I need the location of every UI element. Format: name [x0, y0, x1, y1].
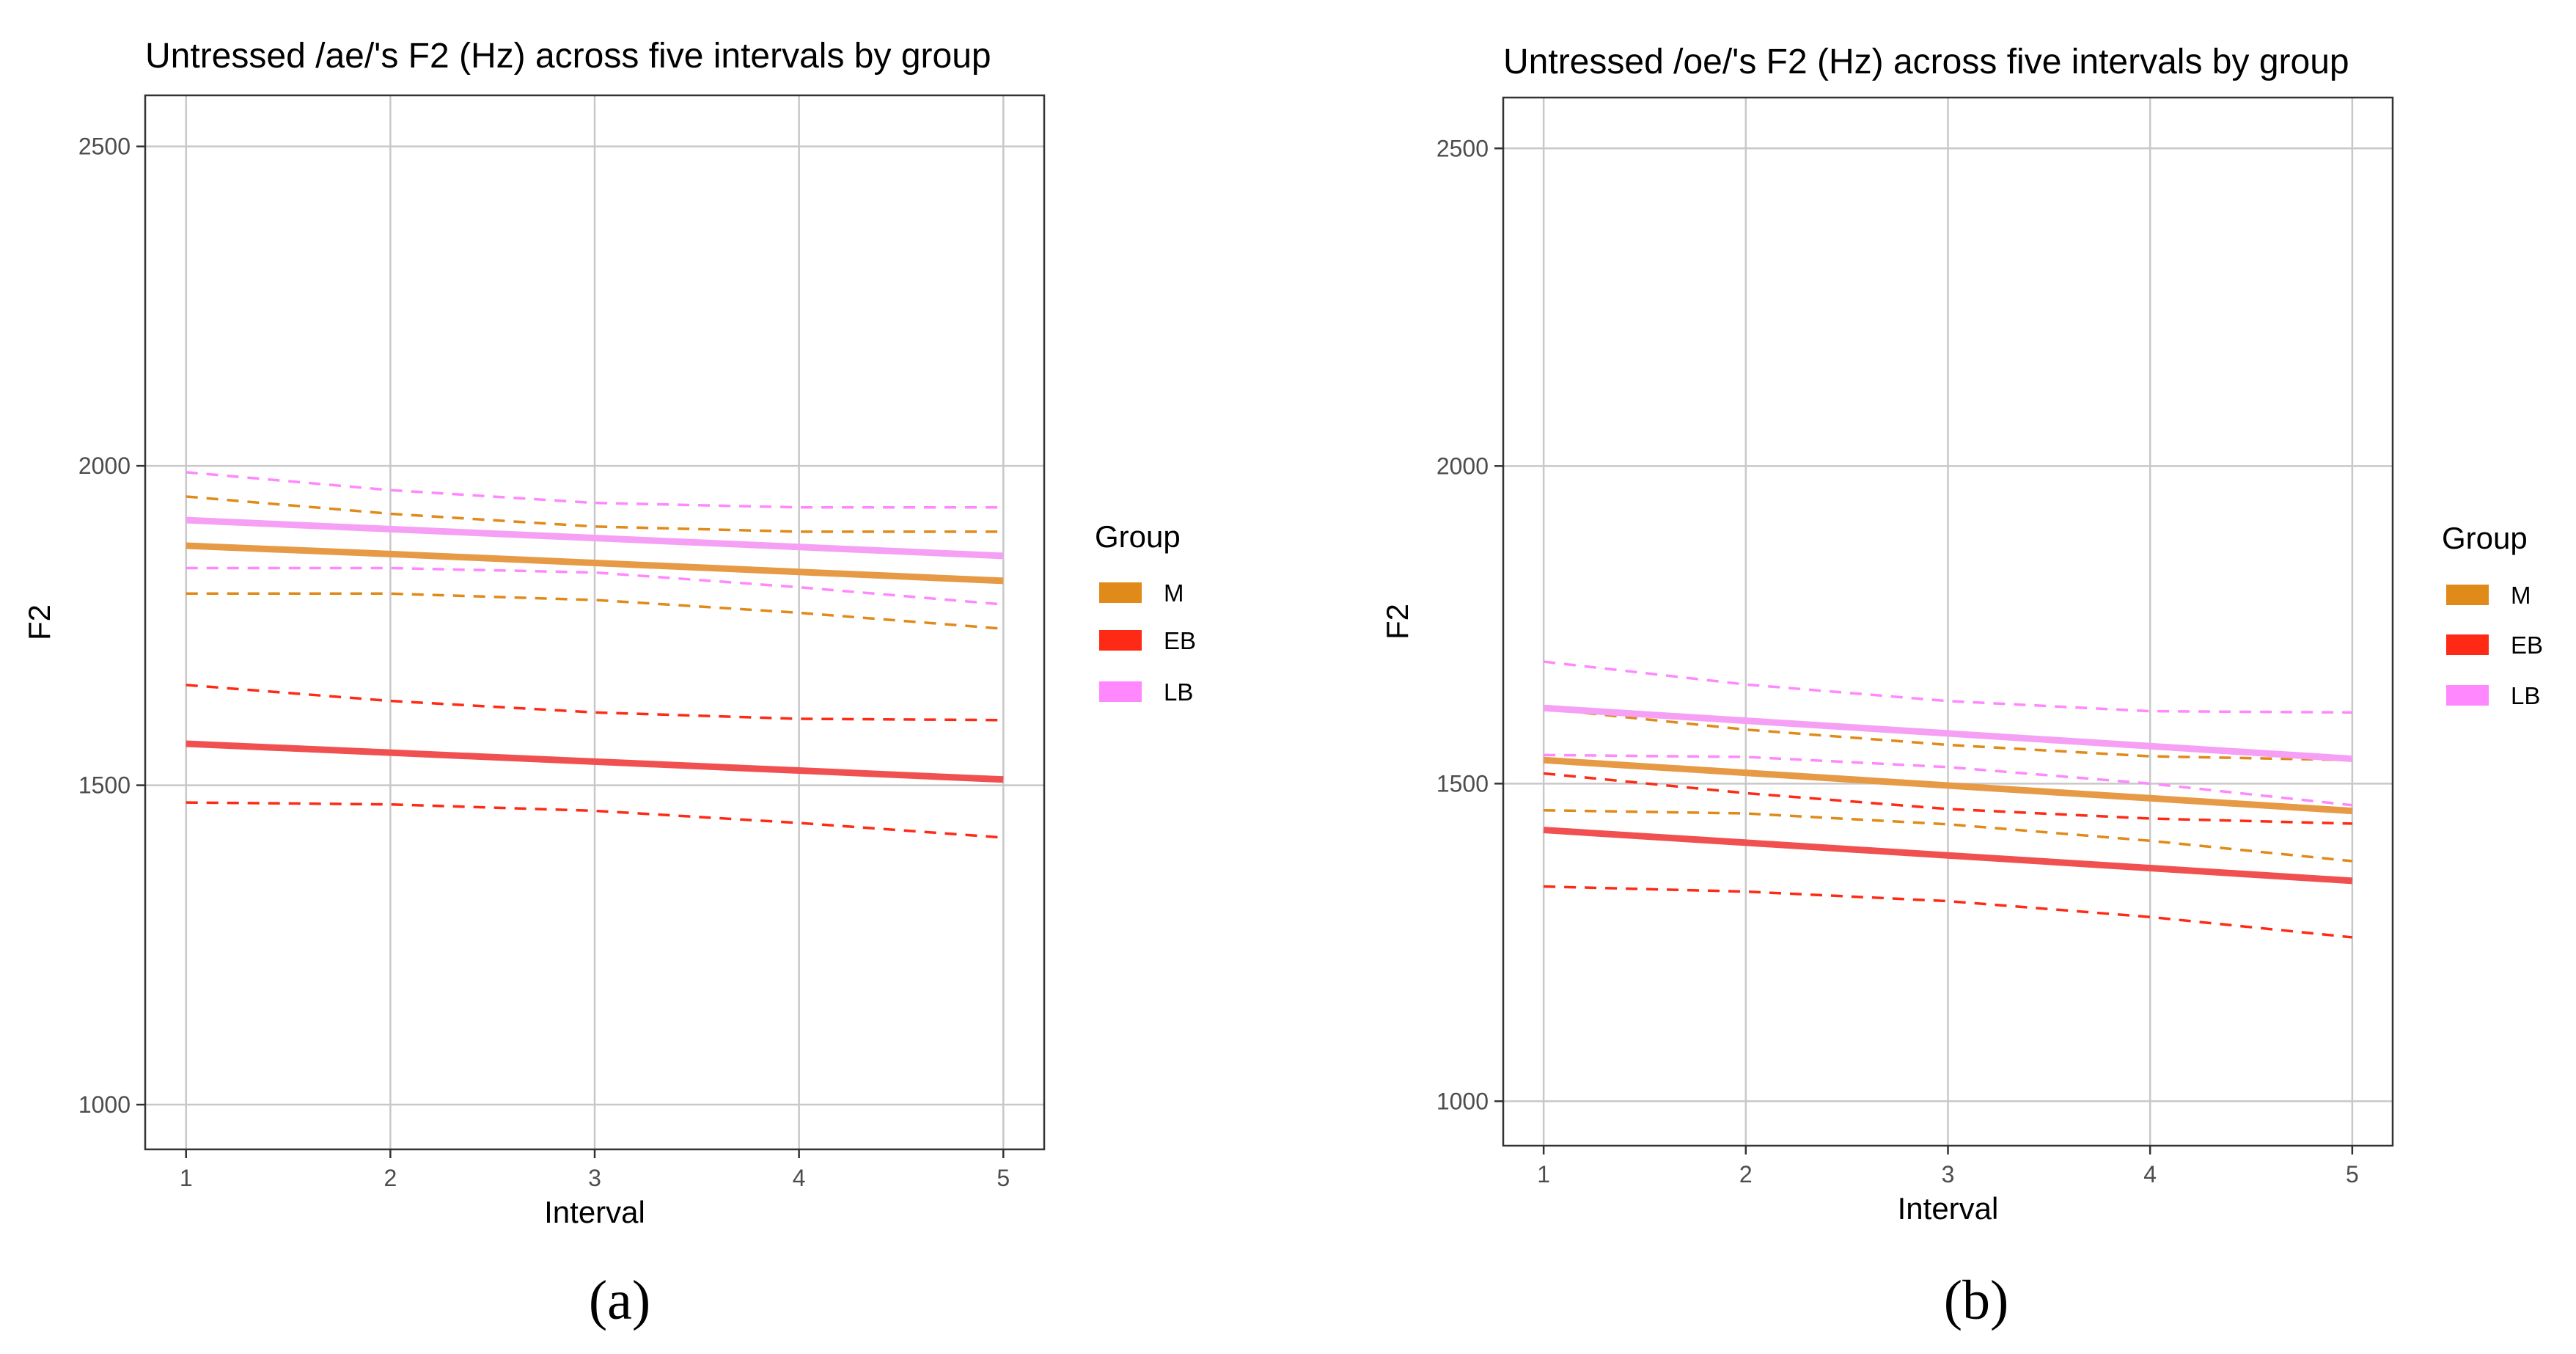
legend-swatch-lb — [2446, 685, 2489, 706]
legend: Group M EB LB — [2442, 521, 2543, 709]
y-tick-label: 2000 — [1436, 453, 1489, 479]
legend-swatch-eb — [2446, 634, 2489, 655]
series-eb-lower-bound — [1544, 885, 2353, 939]
legend-swatch-m — [1099, 582, 1142, 603]
x-tick-label: 3 — [1942, 1161, 1955, 1188]
chart-title: Untressed /ae/'s F2 (Hz) across five int… — [145, 37, 991, 76]
series-lb-lower-bound — [1544, 753, 2353, 807]
y-tick-label: 1500 — [78, 772, 131, 799]
legend-title: Group — [2442, 521, 2528, 555]
y-tick-label: 1500 — [1436, 770, 1489, 797]
series-lb-line — [1543, 704, 2353, 763]
y-axis-label: F2 — [22, 604, 56, 640]
x-tick-label: 1 — [1537, 1161, 1550, 1188]
series-m-lower-bound — [1544, 808, 2353, 863]
y-tick-label: 2500 — [78, 133, 131, 160]
chart-panel-b: Untressed /oe/'s F2 (Hz) across five int… — [1380, 43, 2543, 1331]
x-tick-label: 1 — [180, 1165, 193, 1191]
x-tick-label: 5 — [997, 1165, 1010, 1191]
y-axis-label: F2 — [1380, 604, 1414, 640]
legend-label-lb: LB — [1164, 678, 1193, 706]
panel-caption: (b) — [1944, 1270, 2009, 1331]
plot-border — [144, 94, 1046, 1151]
y-tick-label: 1000 — [1436, 1088, 1489, 1114]
legend-title: Group — [1095, 519, 1181, 554]
series-eb-lower-bound — [186, 801, 1004, 839]
gridlines — [1503, 98, 2393, 1146]
series-lb-line — [186, 516, 1004, 560]
x-axis-label: Interval — [544, 1195, 645, 1229]
chart-title: Untressed /oe/'s F2 (Hz) across five int… — [1503, 43, 2349, 81]
x-tick-label: 3 — [588, 1165, 601, 1191]
x-tick-label: 5 — [2346, 1161, 2359, 1188]
gridlines — [145, 95, 1044, 1149]
y-tick-label: 2500 — [1436, 135, 1489, 161]
y-tick-label: 1000 — [78, 1091, 131, 1118]
x-tick-label: 2 — [1739, 1161, 1753, 1188]
x-tick-label: 4 — [793, 1165, 806, 1191]
plot-border — [1502, 96, 2394, 1147]
legend-label-eb: EB — [2511, 632, 2543, 659]
legend-swatch-eb — [1099, 630, 1142, 651]
legend-label-eb: EB — [1164, 627, 1196, 654]
series-m-lower-bound — [186, 592, 1004, 630]
series-lb-lower-bound — [186, 566, 1004, 606]
legend-label-m: M — [2511, 582, 2531, 609]
series-lb-upper-bound — [186, 471, 1004, 509]
legend: Group M EB LB — [1095, 519, 1196, 706]
chart-panel-a: Untressed /ae/'s F2 (Hz) across five int… — [22, 37, 1196, 1331]
legend-label-lb: LB — [2511, 682, 2540, 709]
y-tick-label: 2000 — [78, 453, 131, 479]
panel-caption: (a) — [589, 1270, 650, 1331]
series-m-upper-bound — [186, 495, 1004, 533]
legend-label-m: M — [1164, 579, 1184, 607]
x-tick-label: 4 — [2143, 1161, 2157, 1188]
series-eb-line — [1543, 827, 2353, 885]
legend-swatch-m — [2446, 585, 2489, 605]
series-m-line — [1543, 756, 2353, 815]
series-eb-line — [186, 740, 1004, 783]
x-tick-label: 2 — [384, 1165, 397, 1191]
series-m-line — [186, 542, 1004, 585]
legend-swatch-lb — [1099, 681, 1142, 702]
series-eb-upper-bound — [186, 684, 1004, 722]
x-axis-label: Interval — [1898, 1191, 1999, 1226]
